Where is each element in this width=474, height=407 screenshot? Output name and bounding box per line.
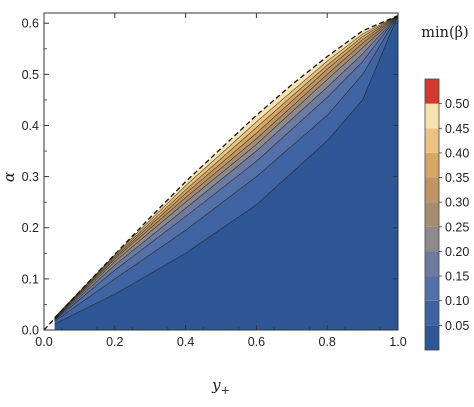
x-axis-ticks: 0.0 0.2 0.4 0.6 0.8 1.0 [35, 13, 407, 349]
plot-frame [43, 12, 399, 331]
x-tick-label: 0.8 [319, 335, 336, 349]
colorbar-segment [425, 103, 439, 129]
colorbar-segment [425, 276, 439, 301]
x-axis-label-main: y [211, 376, 221, 394]
colorbar-segment [425, 325, 439, 350]
y-tick-label: 0.6 [22, 17, 39, 31]
contour-line-2 [54, 15, 398, 321]
contour-line-4 [54, 15, 398, 320]
y-axis-ticks: 0.0 0.1 0.2 0.3 0.4 0.5 0.6 [22, 17, 398, 338]
dashed-boundary-line [44, 15, 398, 330]
contour-band-3 [54, 15, 398, 321]
x-tick-label: 0.4 [177, 335, 194, 349]
colorbar-tick-label: 0.15 [445, 270, 469, 284]
y-axis-label: α [0, 172, 18, 182]
contour-band-5 [54, 15, 398, 320]
colorbar-frame [424, 78, 440, 351]
y-tick-label: 0.2 [22, 221, 39, 235]
contour-line-1 [54, 15, 398, 322]
colorbar-tick-label: 0.20 [445, 245, 469, 259]
colorbar-segment [425, 128, 439, 153]
contour-line-0 [54, 15, 398, 325]
contour-lines [54, 15, 398, 325]
colorbar-segment [425, 79, 439, 104]
colorbar-tick-label: 0.35 [445, 171, 469, 185]
x-tick-label: 0.6 [248, 335, 265, 349]
contour-line-6 [54, 15, 398, 319]
x-axis-label-subscript: + [221, 384, 230, 397]
colorbar-tick-label: 0.40 [445, 146, 469, 160]
colorbar-title: min(β) [421, 25, 468, 41]
contour-band-0 [54, 15, 398, 330]
colorbar: 0.05 0.10 0.15 0.20 0.25 0.30 0.35 0.40 0.45 0.50 [424, 78, 469, 351]
contour-line-8 [54, 15, 398, 318]
colorbar-tick-label: 0.50 [445, 97, 469, 111]
contour-line-5 [54, 15, 398, 320]
plot-area [44, 13, 398, 330]
colorbar-tick-label: 0.45 [445, 122, 469, 136]
y-tick-label: 0.4 [22, 119, 39, 133]
colorbar-segment [425, 251, 439, 277]
contour-line-3 [54, 15, 398, 321]
contour-line-7 [54, 15, 398, 318]
x-tick-label: 0.0 [35, 335, 52, 349]
x-tick-label: 0.2 [106, 335, 123, 349]
colorbar-segment [425, 177, 439, 203]
colorbar-tick-label: 0.10 [445, 294, 469, 308]
y-tick-label: 0.3 [22, 170, 39, 184]
y-tick-label: 0.5 [22, 68, 39, 82]
y-tick-label: 0.1 [22, 272, 39, 286]
contour-bands [44, 15, 398, 330]
y-tick-label: 0.0 [22, 324, 39, 338]
colorbar-segment [425, 202, 439, 227]
colorbar-tick-label: 0.25 [445, 220, 469, 234]
colorbar-tick-label: 0.30 [445, 196, 469, 210]
colorbar-segment [425, 226, 439, 252]
x-axis-label: y+ [211, 376, 230, 397]
contour-band-4 [54, 15, 398, 320]
colorbar-segment [425, 152, 439, 178]
colorbar-segment [425, 300, 439, 326]
colorbar-tick-label: 0.05 [445, 319, 469, 333]
x-tick-label: 1.0 [389, 335, 406, 349]
